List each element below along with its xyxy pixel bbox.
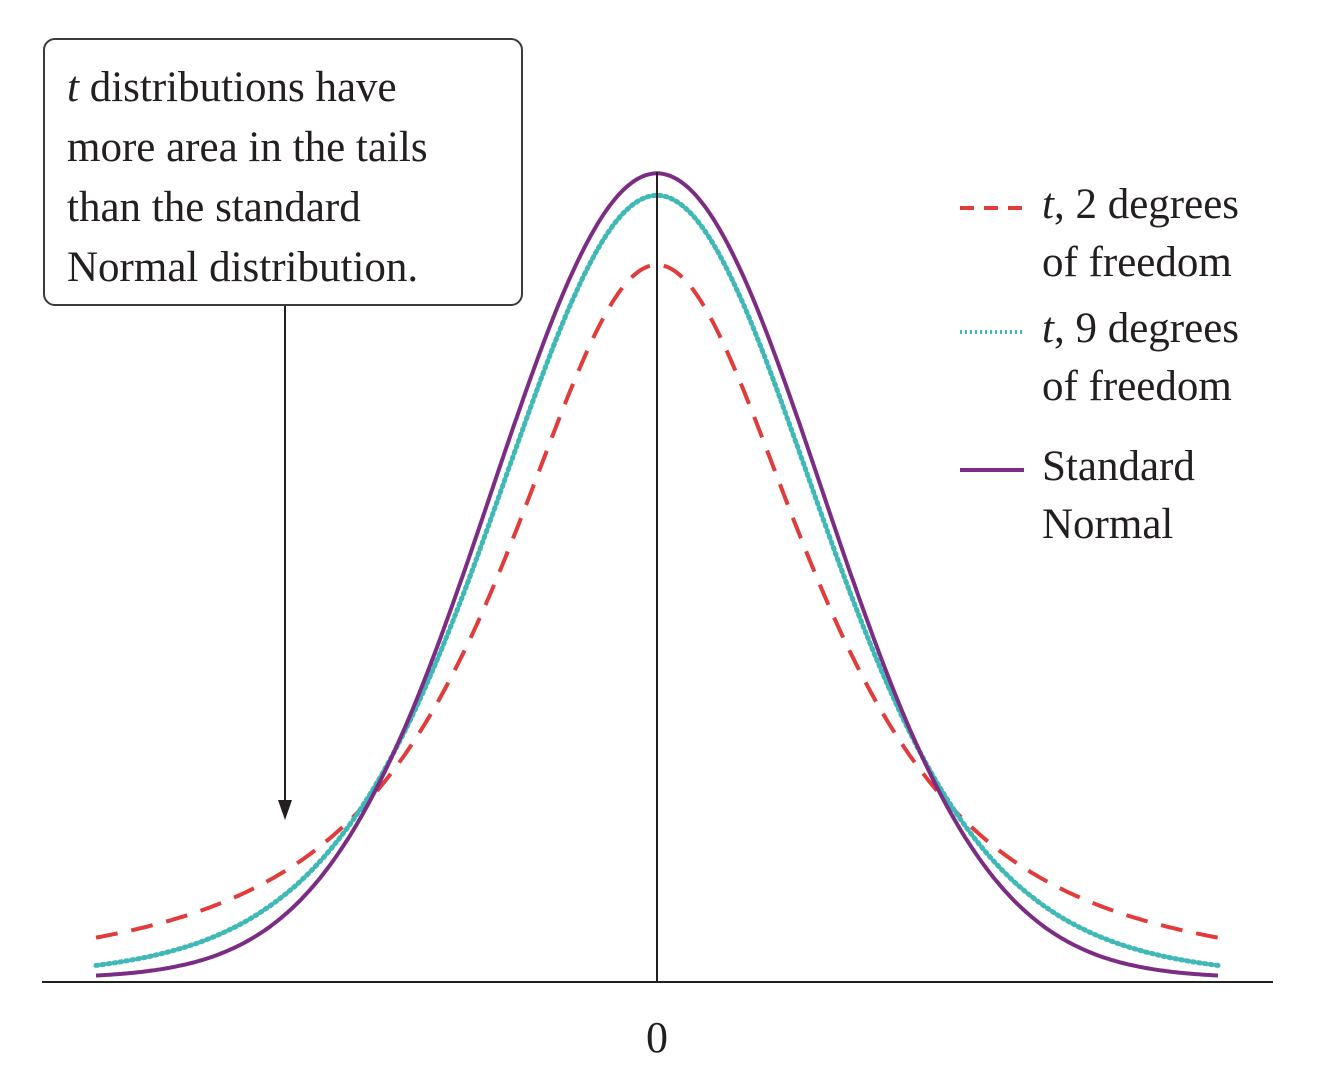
annotation-line-4: Normal distribution. bbox=[67, 244, 419, 291]
annotation-box: t distributions have more area in the ta… bbox=[43, 38, 523, 306]
legend-entry-t9: t, 9 degrees of freedom bbox=[960, 300, 1330, 438]
legend-swatch-t2 bbox=[960, 206, 1024, 210]
annotation-line-3: than the standard bbox=[67, 184, 361, 231]
legend: t, 2 degrees of freedom t, 9 degrees of … bbox=[960, 176, 1330, 562]
legend-entry-t2: t, 2 degrees of freedom bbox=[960, 176, 1330, 300]
annotation-arrow-head bbox=[278, 800, 292, 820]
legend-label-normal: Standard Normal bbox=[1042, 443, 1195, 548]
legend-swatch-t9 bbox=[960, 330, 1024, 334]
legend-swatch-normal bbox=[960, 468, 1024, 472]
annotation-line-2: more area in the tails bbox=[67, 124, 428, 171]
x-tick-label-0: 0 bbox=[646, 1013, 668, 1062]
legend-entry-normal: Standard Normal bbox=[960, 438, 1330, 562]
annotation-italic-t: t bbox=[67, 64, 79, 111]
series-line-t2 bbox=[95, 262, 1219, 940]
annotation-text-1: distributions have bbox=[78, 64, 397, 111]
legend-label-t9: t, 9 degrees of freedom bbox=[1042, 305, 1240, 410]
legend-label-t2: t, 2 degrees of freedom bbox=[1042, 181, 1240, 286]
annotation-line-1: t distributions have bbox=[67, 58, 501, 118]
